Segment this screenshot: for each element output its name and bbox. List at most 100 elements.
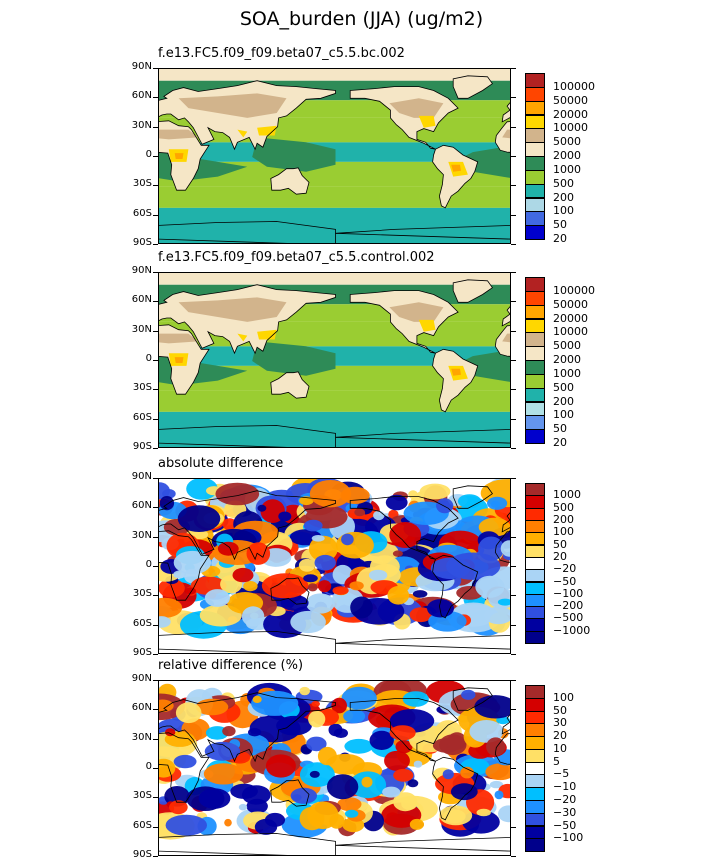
colorbar-swatch [525,114,545,130]
lat-tick-right [511,856,516,857]
colorbar-label: 1000 [553,366,581,380]
ocean-band-8 [159,429,510,447]
colorbar-swatch [525,685,545,699]
hotspot-0 [418,115,436,128]
diff-blob [165,814,207,836]
figure-title: SOA_burden (JJA) (ug/m2) [239,8,484,30]
diff-blob [252,695,262,703]
colorbar-label: 50 [553,422,567,436]
colorbar-label: 100 [553,204,574,218]
colorbar-swatch [525,710,545,725]
lat-tick-left [153,536,158,538]
colorbar-label: 2000 [553,149,581,162]
coastline-eurasia [159,284,510,355]
lat-tick-right [511,214,516,216]
colorbar-swatch [525,142,545,157]
hotspot-3 [257,329,277,340]
diff-blob [382,786,401,798]
lat-tick-label: 60N [131,500,152,512]
lat-tick-right [511,156,516,157]
coastline-greenland [452,279,493,303]
lat-tick-right [511,738,516,740]
land-fill-greenland [453,279,493,303]
map-svg [159,681,510,855]
diff-blob [413,760,423,768]
diff-blob [215,482,260,506]
diff-blob [318,580,332,593]
ocean-band-7 [159,207,510,226]
colorbar-swatch [525,415,545,431]
colorbar-swatch [525,304,545,320]
lat-tick-label: 60N [131,90,152,102]
diff-blob [306,736,327,752]
colorbar-swatch [525,618,545,632]
lat-tick-left [153,68,158,69]
colorbar-swatch [525,774,545,789]
colorbar-label: 50 [553,703,567,717]
colorbar-swatch [525,507,545,521]
lat-tick-left [153,507,158,509]
lat-tick-right [511,768,516,769]
colorbar-swatch [525,100,545,116]
map-plot [158,680,511,856]
lat-tick-left [153,156,158,157]
lat-tick-label: 60S [132,411,152,423]
colorbar-label: −10 [553,780,577,794]
colorbar-label: 2000 [553,353,581,366]
diff-blob [199,604,242,627]
diff-blob [191,529,209,540]
colorbar-swatch [525,593,545,608]
diff-blob [498,805,510,823]
coastline-antarctica [159,221,510,243]
colorbar-swatch [525,360,545,375]
coastline-north-america [349,290,459,354]
colorbar-label: −20 [553,792,577,806]
colorbar-swatch [525,211,545,227]
lat-tick-right [511,272,516,273]
diff-blob [335,531,374,559]
colorbar-label: −5 [553,767,570,781]
lat-tick-left [153,244,158,245]
diff-blob [217,541,239,556]
lat-tick-right [511,68,516,69]
diff-blob [373,510,385,521]
lat-tick-label: 30N [131,529,152,541]
diff-blob [248,728,262,737]
colorbar-label: 50 [553,218,567,232]
lat-tick-right [511,566,516,567]
diff-blob [299,496,314,506]
diff-blob [387,586,410,605]
diff-blob [500,540,510,557]
lat-tick-left [153,680,158,681]
lat-tick-right [511,126,516,128]
diff-blob [173,550,212,575]
diff-blob [475,575,505,598]
lat-tick-right [511,680,516,681]
diff-blob [309,480,352,508]
coastline-south-america [432,348,479,413]
diff-blob [198,788,231,809]
lat-tick-right [511,624,516,626]
diff-blob [303,574,318,583]
lat-tick-right [511,536,516,538]
diff-blob [238,803,248,811]
hotspot-0 [418,319,436,332]
colorbar-label: 200 [553,190,574,204]
diff-blob [446,552,501,580]
diff-blob [395,740,413,754]
diff-blob [290,787,317,804]
diff-blob [497,598,510,606]
diff-blob [442,809,466,824]
lat-tick-left [153,214,158,216]
colorbar-swatch [525,723,545,738]
colorbar-label: 100000 [553,283,595,297]
lat-tick-left [153,126,158,128]
colorbar-label: 50000 [553,93,588,107]
colorbar-swatch [525,519,545,534]
coastline-africa [159,120,510,191]
colorbar-label: 200 [553,512,574,526]
ocean-band-0 [159,273,510,285]
colorbar-swatch [525,544,545,558]
diff-blob [298,558,316,572]
diff-blob [309,770,320,778]
